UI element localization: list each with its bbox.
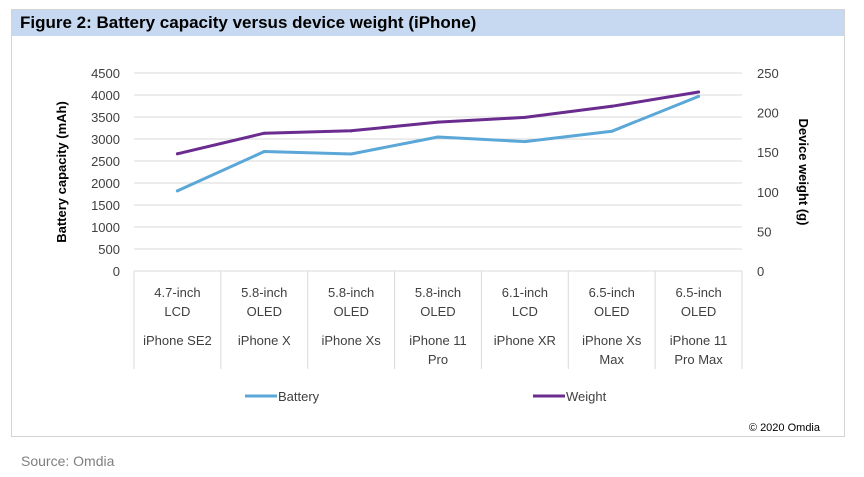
- y-axis-title: Battery capacity (mAh): [54, 101, 69, 243]
- y-tick-label: 3500: [91, 110, 120, 125]
- weight-data-point: [610, 104, 614, 108]
- battery-data-point: [697, 94, 701, 98]
- y-tick-label: 1000: [91, 220, 120, 235]
- x-category-label: OLED: [681, 304, 716, 319]
- y-tick-label: 3000: [91, 132, 120, 147]
- x-category-label: OLED: [247, 304, 282, 319]
- y2-axis-title: Device weight (g): [796, 119, 811, 226]
- y-tick-label: 1500: [91, 198, 120, 213]
- x-category-label: 4.7-inch: [154, 285, 200, 300]
- legend-label-weight: Weight: [566, 389, 607, 404]
- y-tick-label: 0: [113, 264, 120, 279]
- weight-data-point: [349, 129, 353, 133]
- x-model-label: iPhone Xs: [582, 333, 642, 348]
- x-model-label: iPhone 11: [409, 333, 467, 348]
- y2-tick-label: 200: [757, 106, 779, 121]
- y2-tick-label: 100: [757, 185, 779, 200]
- y2-tick-label: 150: [757, 145, 779, 160]
- x-model-label: Max: [599, 352, 624, 367]
- x-category-label: OLED: [594, 304, 629, 319]
- x-model-label: Pro Max: [674, 352, 723, 367]
- weight-data-point: [436, 120, 440, 124]
- battery-data-point: [523, 140, 527, 144]
- copyright-notice: © 2020 Omdia: [749, 422, 821, 434]
- x-category-label: LCD: [164, 304, 190, 319]
- legend-label-battery: Battery: [278, 389, 320, 404]
- x-category-label: OLED: [420, 304, 455, 319]
- y-tick-label: 4000: [91, 88, 120, 103]
- title-bar: Figure 2: Battery capacity versus device…: [12, 10, 844, 36]
- figure-title: Figure 2: Battery capacity versus device…: [20, 13, 477, 32]
- source-note: Source: Omdia: [21, 453, 115, 469]
- x-category-label: 6.5-inch: [589, 285, 635, 300]
- x-category-label: 5.8-inch: [415, 285, 461, 300]
- weight-data-point: [175, 152, 179, 156]
- x-category-label: 6.1-inch: [502, 285, 548, 300]
- x-model-label: iPhone SE2: [143, 333, 212, 348]
- battery-data-point: [610, 129, 614, 133]
- x-category-label: 5.8-inch: [241, 285, 287, 300]
- y-tick-label: 4500: [91, 66, 120, 81]
- x-model-label: iPhone 11: [670, 333, 728, 348]
- weight-data-point: [523, 115, 527, 119]
- y-tick-label: 500: [98, 242, 120, 257]
- battery-series-line: [175, 94, 701, 193]
- x-category-label: 5.8-inch: [328, 285, 374, 300]
- x-category-label: OLED: [333, 304, 368, 319]
- y2-tick-label: 250: [757, 66, 779, 81]
- battery-data-point: [262, 149, 266, 153]
- x-model-label: Pro: [428, 352, 448, 367]
- weight-data-point: [697, 90, 701, 94]
- x-model-label: iPhone XR: [494, 333, 556, 348]
- figure-container: Figure 2: Battery capacity versus device…: [11, 9, 845, 437]
- weight-data-point: [262, 131, 266, 135]
- battery-data-point: [175, 189, 179, 193]
- y2-tick-label: 0: [757, 264, 764, 279]
- x-model-label: iPhone X: [238, 333, 291, 348]
- battery-data-point: [349, 152, 353, 156]
- y-tick-label: 2000: [91, 176, 120, 191]
- y2-tick-label: 50: [757, 224, 771, 239]
- battery-data-point: [436, 135, 440, 139]
- x-category-label: LCD: [512, 304, 538, 319]
- y-tick-label: 2500: [91, 154, 120, 169]
- x-model-label: iPhone Xs: [322, 333, 382, 348]
- x-category-label: 6.5-inch: [675, 285, 721, 300]
